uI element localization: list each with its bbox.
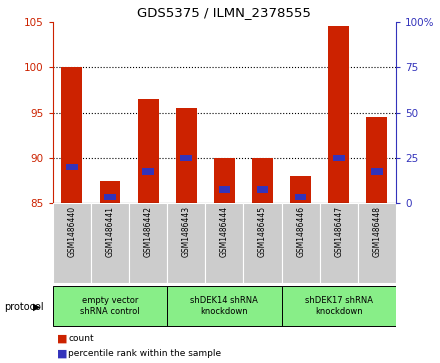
Bar [176,108,197,203]
Text: GSM1486446: GSM1486446 [296,206,305,257]
Text: ■: ■ [57,333,68,343]
Bar [205,203,243,283]
Text: GSM1486447: GSM1486447 [334,206,343,257]
Bar [53,286,167,326]
Bar [214,158,235,203]
Bar [252,158,273,203]
Bar [62,67,82,203]
Text: GSM1486440: GSM1486440 [67,206,77,257]
Bar [282,286,396,326]
Bar [180,155,192,161]
Bar [129,203,167,283]
Text: GSM1486444: GSM1486444 [220,206,229,257]
Bar [290,176,311,203]
Bar [143,168,154,175]
Text: ■: ■ [57,349,68,359]
Text: GSM1486445: GSM1486445 [258,206,267,257]
Bar [243,203,282,283]
Text: percentile rank within the sample: percentile rank within the sample [68,350,221,358]
Bar [167,203,205,283]
Text: shDEK17 shRNA
knockdown: shDEK17 shRNA knockdown [305,296,373,315]
Bar [219,187,230,193]
Bar [167,286,282,326]
Text: count: count [68,334,94,343]
Bar [282,203,320,283]
Text: GSM1486442: GSM1486442 [143,206,153,257]
Bar [333,155,345,161]
Bar [104,194,116,200]
Text: empty vector
shRNA control: empty vector shRNA control [80,296,140,315]
Bar [367,117,387,203]
Bar [138,99,158,203]
Bar [66,164,77,170]
Bar [328,26,349,203]
Bar [53,203,91,283]
Bar [320,203,358,283]
Text: GSM1486443: GSM1486443 [182,206,191,257]
Text: GSM1486448: GSM1486448 [372,206,381,257]
Text: GSM1486441: GSM1486441 [106,206,114,257]
Bar [91,203,129,283]
Text: shDEK14 shRNA
knockdown: shDEK14 shRNA knockdown [191,296,258,315]
Text: ▶: ▶ [33,302,40,312]
Bar [257,187,268,193]
Bar [371,168,383,175]
Bar [99,180,121,203]
Bar [358,203,396,283]
Text: protocol: protocol [4,302,44,312]
Bar [295,194,306,200]
Title: GDS5375 / ILMN_2378555: GDS5375 / ILMN_2378555 [137,6,312,19]
